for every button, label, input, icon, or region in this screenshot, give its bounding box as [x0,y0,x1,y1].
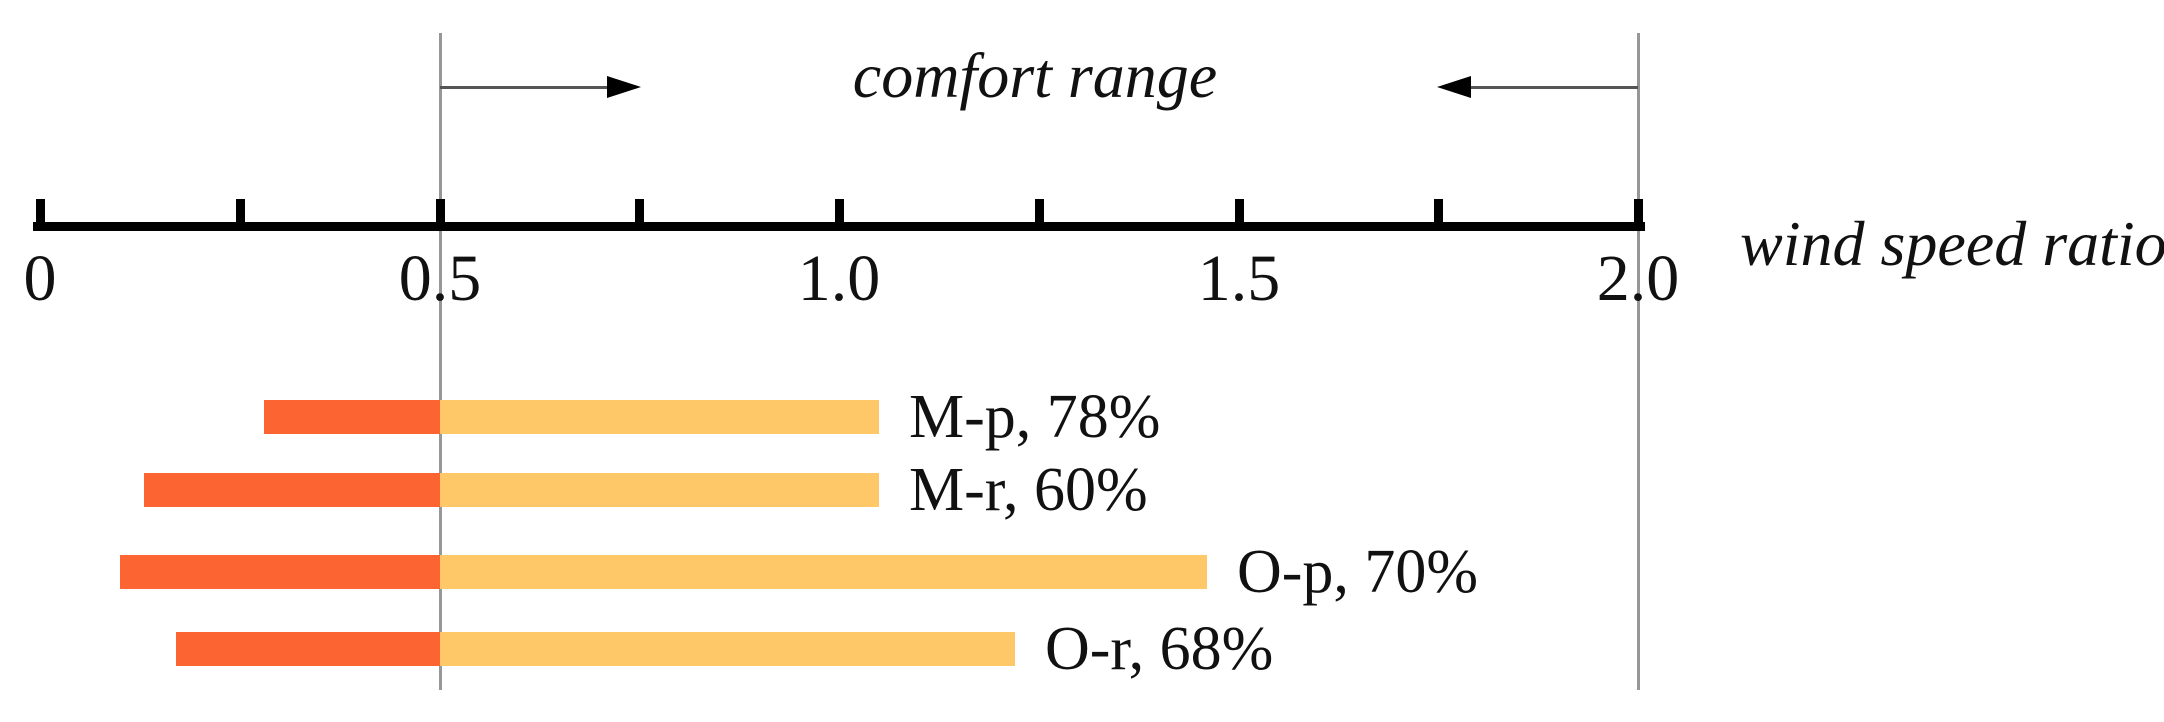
x-axis-tick [635,199,644,222]
bar-below-comfort-segment [176,632,440,666]
right-arrow-line [440,86,613,89]
left-arrow-head-icon [1437,76,1471,98]
x-axis-title: wind speed ratio [1740,208,2164,279]
x-axis-tick [1634,199,1643,222]
x-axis-tick-label: 1.0 [797,242,881,315]
comfort-min-guideline [439,33,442,690]
comfort-range-label: comfort range [852,40,1218,111]
bar-label: O-r, 68% [1045,615,1274,683]
bar-below-comfort-segment [120,555,440,589]
x-axis-tick-label: 1.5 [1197,242,1281,315]
x-axis-tick [36,199,45,222]
bar-below-comfort-segment [144,473,440,507]
x-axis-tick [436,199,445,222]
x-axis-tick-label: 2.0 [1596,242,1680,315]
comfort-max-guideline [1637,33,1640,690]
bar-label: O-p, 70% [1237,538,1479,606]
x-axis-tick [1035,199,1044,222]
bar-within-comfort-segment [440,632,1015,666]
x-axis-tick [1434,199,1443,222]
x-axis-tick-label: 0 [23,242,57,315]
bar-within-comfort-segment [440,555,1207,589]
x-axis-tick-label: 0.5 [398,242,482,315]
left-arrow-line [1465,86,1638,89]
x-axis-tick [236,199,245,222]
bar-label: M-p, 78% [909,383,1161,451]
x-axis-line [33,222,1645,231]
bar-label: M-r, 60% [909,456,1148,524]
x-axis-tick [835,199,844,222]
bar-below-comfort-segment [264,400,440,434]
x-axis-tick [1235,199,1244,222]
bar-within-comfort-segment [440,473,879,507]
right-arrow-head-icon [607,76,641,98]
bar-within-comfort-segment [440,400,879,434]
